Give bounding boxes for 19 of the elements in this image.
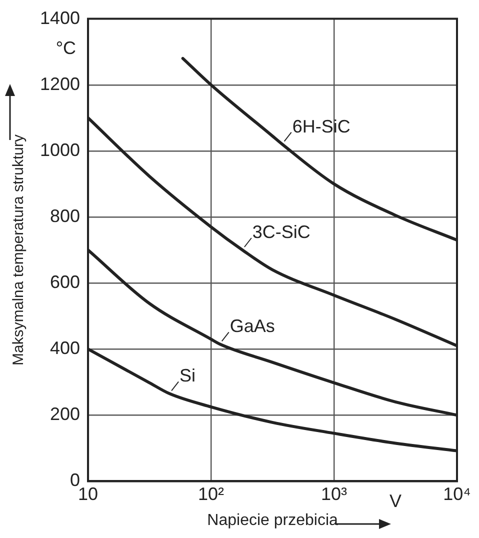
x-tick-label: 10³	[321, 484, 348, 504]
annotation: Si	[180, 366, 196, 386]
y-tick-label: 200	[50, 404, 80, 424]
y-tick-label: 0	[70, 470, 80, 490]
text: °C	[56, 38, 76, 58]
y-tick-label: 1000	[40, 140, 80, 160]
annotation: 3C-SiC	[252, 222, 310, 242]
y-tick-label: 400	[50, 338, 80, 358]
x-tick-label: 10²	[198, 484, 224, 504]
y-axis-title: Maksymalna temperatura struktury	[10, 134, 28, 366]
x-axis-title: Napiecie przebicia	[207, 512, 338, 529]
annotation: GaAs	[230, 316, 275, 336]
y-tick-label: 800	[50, 206, 80, 226]
y-tick-label: 1200	[40, 74, 80, 94]
x-tick-label: 10⁴	[443, 484, 471, 504]
y-tick-label: 1400	[40, 8, 80, 28]
y-tick-label: 600	[50, 272, 80, 292]
text: V	[390, 491, 402, 512]
x-tick-label: 10	[78, 484, 98, 504]
